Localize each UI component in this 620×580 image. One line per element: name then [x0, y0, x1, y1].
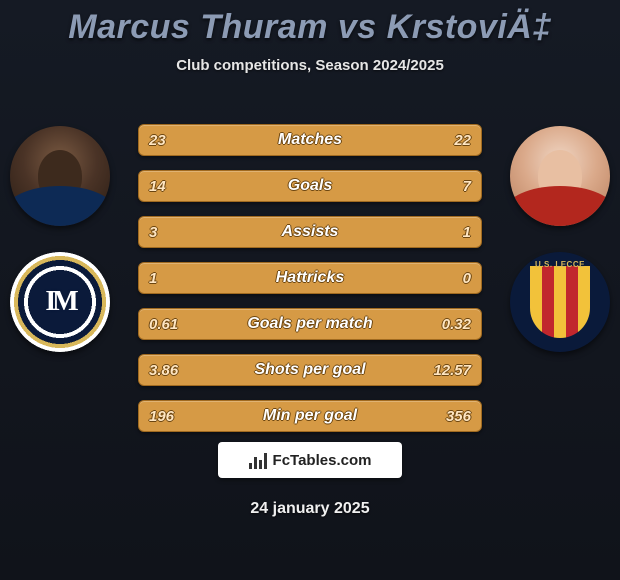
player-right-avatar — [510, 126, 610, 226]
brand-text: FcTables.com — [273, 452, 372, 469]
avatar-shoulders — [10, 186, 110, 226]
stat-row: 23 Matches 22 — [138, 124, 482, 156]
stat-label: Min per goal — [189, 407, 431, 425]
stat-row: 0.61 Goals per match 0.32 — [138, 308, 482, 340]
stat-left-value: 0.61 — [149, 316, 189, 333]
player-left-avatar — [10, 126, 110, 226]
stat-right-value: 1 — [431, 224, 471, 241]
stat-right-value: 0.32 — [431, 316, 471, 333]
stat-left-value: 196 — [149, 408, 189, 425]
stat-left-value: 1 — [149, 270, 189, 287]
stat-row: 3.86 Shots per goal 12.57 — [138, 354, 482, 386]
stat-row: 3 Assists 1 — [138, 216, 482, 248]
avatar-shoulders — [510, 186, 610, 226]
brand-link[interactable]: FcTables.com — [218, 442, 402, 478]
stat-right-value: 356 — [431, 408, 471, 425]
stat-left-value: 3.86 — [149, 362, 189, 379]
stat-left-value: 3 — [149, 224, 189, 241]
stat-label: Hattricks — [189, 269, 431, 287]
stats-table: 23 Matches 22 14 Goals 7 3 Assists 1 1 H… — [138, 124, 482, 446]
stat-row: 196 Min per goal 356 — [138, 400, 482, 432]
page-subtitle: Club competitions, Season 2024/2025 — [0, 57, 620, 74]
stat-right-value: 22 — [431, 132, 471, 149]
club-badge-shield — [530, 266, 590, 338]
stat-left-value: 23 — [149, 132, 189, 149]
stat-right-value: 0 — [431, 270, 471, 287]
snapshot-date: 24 january 2025 — [0, 500, 620, 518]
stat-label: Goals per match — [189, 315, 431, 333]
club-badge-label: U.S. LECCE — [510, 260, 610, 269]
stat-label: Goals — [189, 177, 431, 195]
stat-right-value: 12.57 — [431, 362, 471, 379]
stat-label: Assists — [189, 223, 431, 241]
page-title: Marcus Thuram vs KrstoviÄ‡ — [0, 0, 620, 47]
stat-label: Shots per goal — [189, 361, 431, 379]
stat-row: 1 Hattricks 0 — [138, 262, 482, 294]
chart-icon — [249, 451, 267, 469]
player-left-club-badge — [10, 252, 110, 352]
stat-right-value: 7 — [431, 178, 471, 195]
stat-label: Matches — [189, 131, 431, 149]
stat-left-value: 14 — [149, 178, 189, 195]
stat-row: 14 Goals 7 — [138, 170, 482, 202]
player-right-club-badge: U.S. LECCE — [510, 252, 610, 352]
comparison-card: Marcus Thuram vs KrstoviÄ‡ Club competit… — [0, 0, 620, 580]
